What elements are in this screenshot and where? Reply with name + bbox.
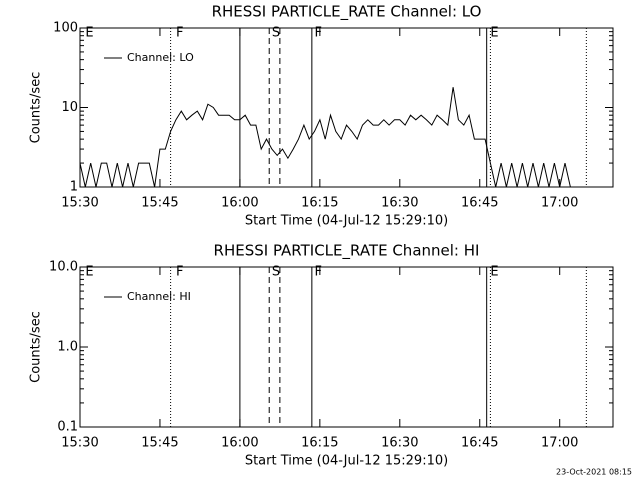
footer: 23-Oct-2021 08:15 xyxy=(556,468,632,477)
x-tick-label: 16:15 xyxy=(301,196,338,211)
x-tick-label: 16:30 xyxy=(381,436,418,451)
x-tick-label: 15:45 xyxy=(141,196,178,211)
x-tick-label: 17:00 xyxy=(541,436,578,451)
annotation: E xyxy=(490,265,498,280)
annotation: F xyxy=(176,26,183,41)
y-tick-label: 10.0 xyxy=(49,260,78,275)
annotation: F xyxy=(315,26,322,41)
x-axis-label: Start Time (04-Jul-12 15:29:10) xyxy=(245,214,448,229)
annotation: E xyxy=(85,265,93,280)
legend-label: Channel: LO xyxy=(127,51,194,64)
y-tick-label: 1.0 xyxy=(57,340,78,355)
annotation: F xyxy=(315,265,322,280)
annotation: S xyxy=(272,26,280,41)
x-tick-label: 16:45 xyxy=(461,436,498,451)
y-tick-label: 0.1 xyxy=(57,420,78,435)
x-tick-label: 16:00 xyxy=(221,436,258,451)
annotation: S xyxy=(272,265,280,280)
x-tick-label: 17:00 xyxy=(541,196,578,211)
annotation: E xyxy=(85,26,93,41)
x-tick-label: 16:15 xyxy=(301,436,338,451)
x-tick-label: 16:45 xyxy=(461,196,498,211)
x-tick-label: 15:30 xyxy=(61,436,98,451)
x-tick-label: 15:45 xyxy=(141,436,178,451)
data-line xyxy=(79,87,571,188)
chart-title: RHESSI PARTICLE_RATE Channel: LO xyxy=(212,3,482,22)
x-axis-label: Start Time (04-Jul-12 15:29:10) xyxy=(245,454,448,469)
y-tick-label: 10 xyxy=(61,100,78,115)
y-tick-label: 100 xyxy=(53,21,78,36)
x-tick-label: 16:30 xyxy=(381,196,418,211)
annotation: F xyxy=(176,265,183,280)
y-axis-label: Counts/sec xyxy=(29,72,44,144)
y-axis-label: Counts/sec xyxy=(29,311,44,383)
x-tick-label: 16:00 xyxy=(221,196,258,211)
chart-title: RHESSI PARTICLE_RATE Channel: HI xyxy=(214,242,480,261)
y-tick-label: 1 xyxy=(70,180,78,195)
annotation: E xyxy=(490,26,498,41)
legend-label: Channel: HI xyxy=(127,290,191,303)
x-tick-label: 15:30 xyxy=(61,196,98,211)
